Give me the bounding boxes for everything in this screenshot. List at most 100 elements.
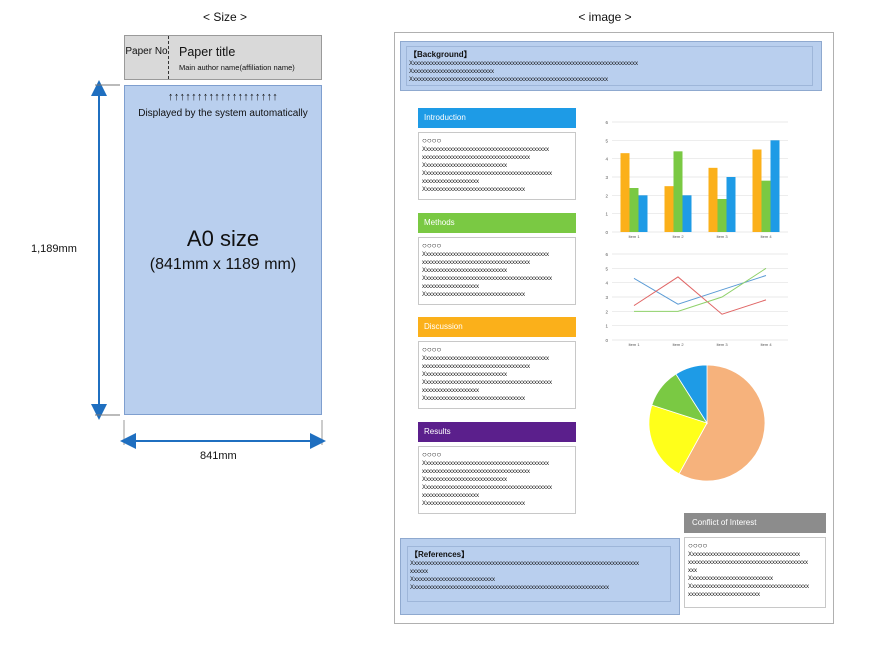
bar <box>752 149 762 232</box>
a0-poster-area: ↑↑↑↑↑↑↑↑↑↑↑↑↑↑↑↑↑↑↑ Displayed by the sys… <box>124 85 322 415</box>
y-tick-label: 1 <box>605 324 608 329</box>
bar <box>770 140 780 232</box>
pie-chart <box>648 364 766 482</box>
a0-size-label: A0 size <box>186 226 260 251</box>
series-line <box>634 267 767 312</box>
section-line: xxxxxxxxxxxxxxxxxxxxxxxxxxxxxxxxxxxx <box>422 364 530 370</box>
coi-line: Xxxxxxxxxxxxxxxxxxxxxxxxxxxxxxxxxxxxx <box>688 552 801 558</box>
x-tick-label: Item 4 <box>760 342 772 347</box>
bar <box>673 151 683 232</box>
x-tick-label: Item 3 <box>716 342 728 347</box>
series-line <box>633 276 767 315</box>
section-body-introduction: ○○○○ Xxxxxxxxxxxxxxxxxxxxxxxxxxxxxxxxxxxx… <box>418 132 576 200</box>
references-line: Xxxxxxxxxxxxxxxxxxxxxxxxxxxxxxxxxxxxxxxx… <box>410 585 610 591</box>
references-line: Xxxxxxxxxxxxxxxxxxxxxxxxxxxx <box>410 577 496 583</box>
y-tick-label: 0 <box>605 338 608 343</box>
section-header-introduction: Introduction <box>418 108 576 128</box>
references-line: xxxxxx <box>410 569 428 575</box>
section-line: xxxxxxxxxxxxxxxxxxxxxxxxxxxxxxxxxxxx <box>422 155 530 161</box>
pie-slice <box>678 364 766 482</box>
section-header-discussion: Discussion <box>418 317 576 337</box>
paper-author-label: Main author name(affiliation name) <box>179 63 295 72</box>
references-box: 【References】 Xxxxxxxxxxxxxxxxxxxxxxxxxxx… <box>400 538 680 615</box>
section-line: xxxxxxxxxxxxxxxxxxxxxxxxxxxxxxxxxxxx <box>422 260 530 266</box>
section-line: xxxxxxxxxxxxxxxxxxx <box>422 284 479 290</box>
paper-no-label: Paper No <box>125 36 169 79</box>
section-line: Xxxxxxxxxxxxxxxxxxxxxxxxxxxxxxxxxxxxxxxx… <box>422 461 550 467</box>
bar-chart: 0 1 2 3 4 5 6 Item 1 Item 2 Item 3 Item 4 <box>605 120 788 239</box>
background-text: Xxxxxxxxxxxxxxxxxxxxxxxxxxxxxxxxxxxxxxxx… <box>407 60 812 84</box>
y-tick-label: 2 <box>605 193 608 198</box>
section-circles: ○○○○ <box>422 136 442 145</box>
size-header: < Size > <box>202 10 248 24</box>
y-tick-label: 4 <box>605 281 608 286</box>
coi-header: Conflict of Interest <box>684 513 826 533</box>
auto-display-note: Displayed by the system automatically <box>138 108 308 119</box>
section-line: Xxxxxxxxxxxxxxxxxxxxxxxxxxxx <box>422 163 508 169</box>
y-tick-label: 5 <box>605 266 608 271</box>
line-chart: 0 1 2 3 4 5 6 Item 1 Item 2 Item 3 Item 4 <box>605 252 788 347</box>
bar <box>682 195 692 232</box>
section-header-methods: Methods <box>418 213 576 233</box>
section-header-results: Results <box>418 422 576 442</box>
section-body-discussion: ○○○○ Xxxxxxxxxxxxxxxxxxxxxxxxxxxxxxxxxxxx… <box>418 341 576 409</box>
section-line: Xxxxxxxxxxxxxxxxxxxxxxxxxxxxxxxxxx <box>422 501 526 507</box>
background-line: Xxxxxxxxxxxxxxxxxxxxxxxxxxxxxxxxxxxxxxxx… <box>409 77 609 83</box>
section-line: Xxxxxxxxxxxxxxxxxxxxxxxxxxxxxxxxxxxxxxxx… <box>422 276 553 282</box>
y-tick-label: 0 <box>605 230 608 235</box>
section-line: Xxxxxxxxxxxxxxxxxxxxxxxxxxxxxxxxxx <box>422 292 526 298</box>
section-line: Xxxxxxxxxxxxxxxxxxxxxxxxxxxx <box>422 268 508 274</box>
section-body-results: ○○○○ Xxxxxxxxxxxxxxxxxxxxxxxxxxxxxxxxxxxx… <box>418 446 576 514</box>
section-line: Xxxxxxxxxxxxxxxxxxxxxxxxxxxxxxxxxxxxxxxx… <box>422 356 550 362</box>
bar <box>629 188 639 232</box>
height-label: 1,189mm <box>31 243 77 255</box>
bar <box>708 167 718 232</box>
section-line: xxxxxxxxxxxxxxxxxxx <box>422 179 479 185</box>
bar <box>726 177 736 232</box>
references-title: 【References】 <box>410 550 470 559</box>
coi-line: Xxxxxxxxxxxxxxxxxxxxxxxxxxxxxxxxxxxxxxxx <box>688 584 810 590</box>
y-tick-label: 3 <box>605 175 608 180</box>
a0-dimensions-label: (841mm x 1189 mm) <box>149 256 297 273</box>
section-body-methods: ○○○○ Xxxxxxxxxxxxxxxxxxxxxxxxxxxxxxxxxxxx… <box>418 237 576 305</box>
pie-slice <box>675 364 708 425</box>
dimension-arrows <box>91 80 326 449</box>
bar <box>620 153 630 232</box>
coi-line: xxxxxxxxxxxxxxxxxxxxxxxx <box>688 592 760 598</box>
up-arrows: ↑↑↑↑↑↑↑↑↑↑↑↑↑↑↑↑↑↑↑ <box>167 91 279 103</box>
coi-line: xxx <box>688 568 697 574</box>
y-tick-label: 3 <box>605 295 608 300</box>
background-inner: 【Background】 Xxxxxxxxxxxxxxxxxxxxxxxxxxx… <box>406 46 813 86</box>
section-line: Xxxxxxxxxxxxxxxxxxxxxxxxxxxx <box>422 372 508 378</box>
width-label: 841mm <box>200 450 237 462</box>
x-tick-label: Item 1 <box>628 342 640 347</box>
section-line: xxxxxxxxxxxxxxxxxxx <box>422 493 479 499</box>
bar <box>664 186 674 232</box>
background-line: Xxxxxxxxxxxxxxxxxxxxxxxxxxxxxxxxxxxxxxxx… <box>409 61 639 67</box>
x-tick-label: Item 3 <box>716 234 728 239</box>
background-line: Xxxxxxxxxxxxxxxxxxxxxxxxxxxx <box>409 69 495 75</box>
paper-title-label: Paper title <box>179 45 236 59</box>
section-circles: ○○○○ <box>422 450 442 459</box>
coi-line: Xxxxxxxxxxxxxxxxxxxxxxxxxxxx <box>688 576 774 582</box>
section-line: xxxxxxxxxxxxxxxxxxxxxxxxxxxxxxxxxxxx <box>422 469 530 475</box>
references-line: Xxxxxxxxxxxxxxxxxxxxxxxxxxxxxxxxxxxxxxxx… <box>410 561 640 567</box>
section-line: Xxxxxxxxxxxxxxxxxxxxxxxxxxxxxxxxxx <box>422 396 526 402</box>
y-tick-label: 1 <box>605 212 608 217</box>
background-box: 【Background】 Xxxxxxxxxxxxxxxxxxxxxxxxxxx… <box>400 41 822 91</box>
section-line: Xxxxxxxxxxxxxxxxxxxxxxxxxxxxxxxxxxxxxxxx… <box>422 147 550 153</box>
section-line: Xxxxxxxxxxxxxxxxxxxxxxxxxxxx <box>422 477 508 483</box>
section-line: Xxxxxxxxxxxxxxxxxxxxxxxxxxxxxxxxxxxxxxxx… <box>422 171 553 177</box>
section-line: Xxxxxxxxxxxxxxxxxxxxxxxxxxxxxxxxxxxxxxxx… <box>422 485 553 491</box>
coi-body: ○○○○ Xxxxxxxxxxxxxxxxxxxxxxxxxxxxxxxxxxx… <box>684 537 826 608</box>
bar <box>761 180 771 232</box>
references-inner: 【References】 Xxxxxxxxxxxxxxxxxxxxxxxxxxx… <box>407 546 671 602</box>
section-line: Xxxxxxxxxxxxxxxxxxxxxxxxxxxxxxxxxx <box>422 187 526 193</box>
x-tick-label: Item 2 <box>672 234 684 239</box>
section-line: xxxxxxxxxxxxxxxxxxx <box>422 388 479 394</box>
image-header: < image > <box>578 10 632 24</box>
section-circles: ○○○○ <box>422 345 442 354</box>
bar <box>638 195 648 232</box>
series-line <box>633 275 767 305</box>
paper-title-box: Paper No Paper title Main author name(af… <box>124 35 322 80</box>
